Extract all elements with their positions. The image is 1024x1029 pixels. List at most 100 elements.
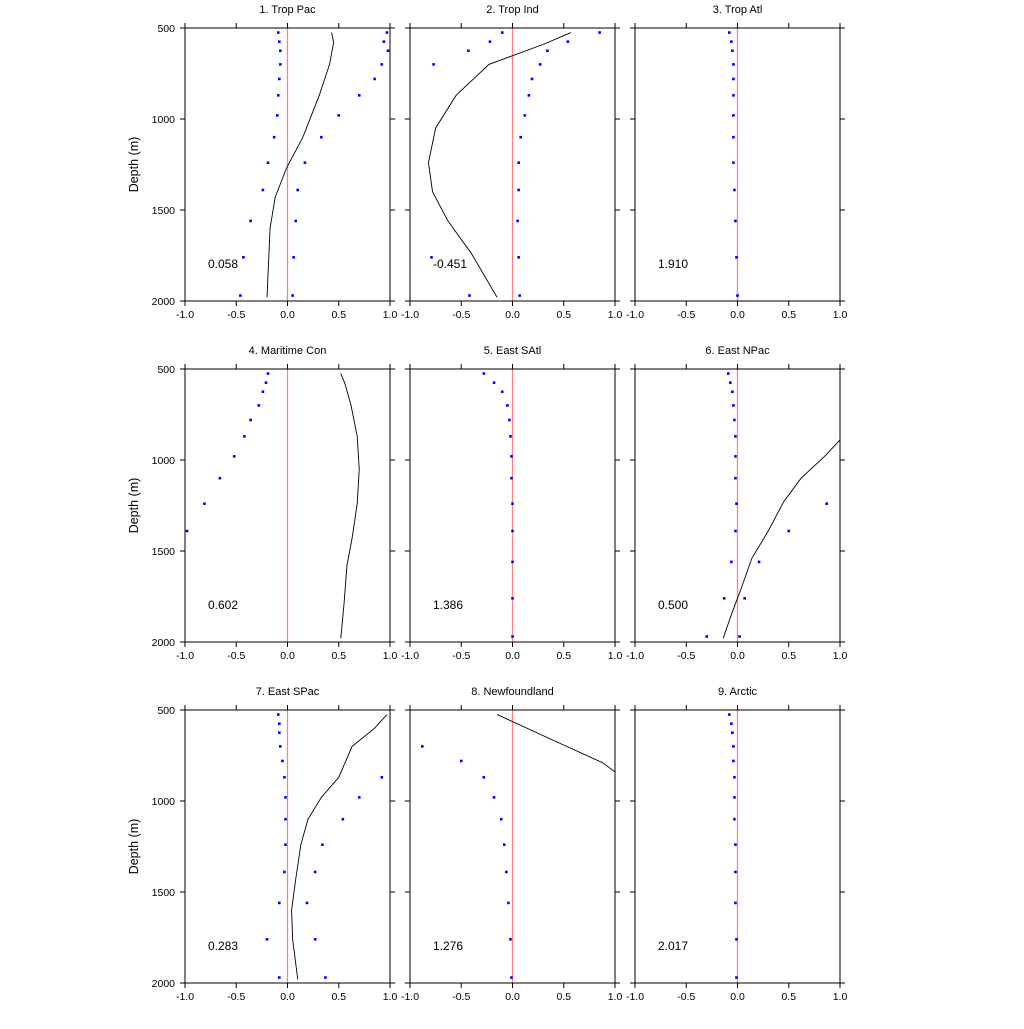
panel-5-a-point xyxy=(508,418,511,422)
panel-5-a-point xyxy=(511,597,514,600)
panel-3-x-tick-label: 1.0 xyxy=(833,309,848,321)
panel-7-y-tick-label: 2000 xyxy=(152,978,176,990)
panel-1-b-point xyxy=(386,49,390,53)
panel-6-b-point xyxy=(787,529,791,533)
panel-7-a-point xyxy=(283,776,286,779)
panel-7-b-point xyxy=(357,796,361,799)
panel-4-x-tick-label: -0.5 xyxy=(227,650,245,662)
panel-1-b-point xyxy=(373,77,376,81)
panel-4-a-point xyxy=(185,529,189,533)
panel-3-a-point xyxy=(735,256,738,259)
panel-1-x-tick-label: -0.5 xyxy=(227,309,245,321)
panel-3-x-tick-label: -1.0 xyxy=(626,309,644,321)
panel-6-profile-line xyxy=(722,439,840,639)
panel-8-a-point xyxy=(507,901,510,905)
panel-7-y-tick-label: 500 xyxy=(157,705,175,717)
panel-1-x-tick-label: 0.5 xyxy=(331,309,346,321)
panel-6-a-point xyxy=(731,390,734,394)
panel-1-b-point xyxy=(303,161,307,164)
panel-7-a-point xyxy=(278,901,281,905)
panel-2-a-point xyxy=(432,63,435,66)
panel-7-a-point xyxy=(281,759,284,763)
panel-3-x-tick-label: 0.0 xyxy=(730,309,745,321)
panel-9-annotation: 2.017 xyxy=(658,939,688,953)
panel-8-a-point xyxy=(509,938,512,941)
panel-1-x-tick-label: -1.0 xyxy=(176,309,194,321)
panel-2-b-point xyxy=(598,31,601,34)
panel-1-a-point xyxy=(279,49,282,53)
panel-7-a-point xyxy=(276,713,280,716)
panel-1-a-point xyxy=(272,135,276,139)
panel-5-x-tick-label: 0.5 xyxy=(556,650,571,662)
panel-3-a-point xyxy=(732,114,735,117)
panel-9-x-tick-label: 1.0 xyxy=(833,991,848,1003)
panel-9-a-point xyxy=(732,745,735,748)
panel-1-a-point xyxy=(242,256,245,259)
panel-1-b-point xyxy=(357,94,361,97)
panel-6-b-point xyxy=(743,597,746,600)
panel-7-x-tick-label: 0.0 xyxy=(280,991,295,1003)
panel-2-c-point xyxy=(468,294,471,297)
panel-6-a-point xyxy=(732,404,735,407)
panel-2-b-point xyxy=(566,40,570,43)
panel-2-b-point xyxy=(519,135,522,139)
panel-4-a-point xyxy=(261,390,265,394)
panel-1-b-point xyxy=(380,63,384,66)
panel-7-x-tick-label: 1.0 xyxy=(383,991,398,1003)
panel-3-a-point xyxy=(732,135,735,139)
panel-3-x-tick-label: 0.5 xyxy=(781,309,796,321)
panel-2-b-point xyxy=(517,161,520,164)
panel-2-c-point xyxy=(430,256,433,259)
panel-6-x-tick-label: 1.0 xyxy=(833,650,848,662)
panel-1-a-point xyxy=(239,294,242,297)
panel-2-x-tick-label: 1.0 xyxy=(608,309,623,321)
panel-1-a-point xyxy=(249,219,252,223)
panel-1-b-point xyxy=(320,135,323,139)
panel-6-a-point xyxy=(734,455,737,458)
panel-1-profile-line xyxy=(266,32,335,298)
panel-9-x-tick-label: -0.5 xyxy=(677,991,695,1003)
panel-8-a-point xyxy=(492,796,496,799)
panel-9-title: 9. Arctic xyxy=(718,686,758,698)
panel-5-x-tick-label: 0.0 xyxy=(505,650,520,662)
panel-5-a-point xyxy=(500,390,504,394)
panel-5-x-tick-label: -0.5 xyxy=(452,650,470,662)
panel-9-a-point xyxy=(733,776,736,779)
panel-2-title: 2. Trop Ind xyxy=(486,4,539,16)
panel-1-a-point xyxy=(261,188,265,192)
panel-7-a-point xyxy=(278,722,281,725)
panel-6-b-point xyxy=(825,502,828,505)
panel-6-a-point xyxy=(730,560,733,564)
panel-1-annotation: 0.058 xyxy=(208,257,238,271)
panel-9-x-tick-label: 0.5 xyxy=(781,991,796,1003)
panel-8-a-point xyxy=(510,976,513,979)
panel-1-b-point xyxy=(296,188,300,192)
panel-1-title: 1. Trop Pac xyxy=(259,4,316,16)
panel-2-profile-line xyxy=(427,32,572,298)
panel-2-x-tick-label: -1.0 xyxy=(401,309,419,321)
panel-3-a-point xyxy=(732,161,735,164)
panel-4-a-point xyxy=(257,404,261,407)
panel-8-x-tick-label: -1.0 xyxy=(401,991,419,1003)
panel-3-a-point xyxy=(732,94,735,97)
panel-5-a-point xyxy=(506,404,509,407)
panel-4-x-tick-label: 0.0 xyxy=(280,650,295,662)
panel-4-x-tick-label: 1.0 xyxy=(383,650,398,662)
panel-7-b-point xyxy=(321,843,324,846)
panel-2-b-point xyxy=(523,114,527,117)
panel-2-b-point xyxy=(517,188,520,192)
panel-4-a-point xyxy=(203,502,206,505)
panel-4-y-tick-label: 2000 xyxy=(152,637,176,649)
panel-9-a-point xyxy=(734,901,737,905)
panel-8-a-point xyxy=(421,745,424,748)
panel-1-y-tick-label: 1000 xyxy=(152,114,176,126)
panel-4-a-point xyxy=(232,455,236,458)
panel-7-b-point xyxy=(313,870,317,874)
panel-9-a-point xyxy=(730,722,733,725)
panel-6-x-tick-label: -1.0 xyxy=(626,650,644,662)
panel-2-x-tick-label: -0.5 xyxy=(452,309,470,321)
panel-1-a-point xyxy=(276,31,280,34)
panel-9-a-point xyxy=(735,976,738,979)
panel-7-annotation: 0.283 xyxy=(208,939,238,953)
panel-6-b-point xyxy=(757,560,761,564)
